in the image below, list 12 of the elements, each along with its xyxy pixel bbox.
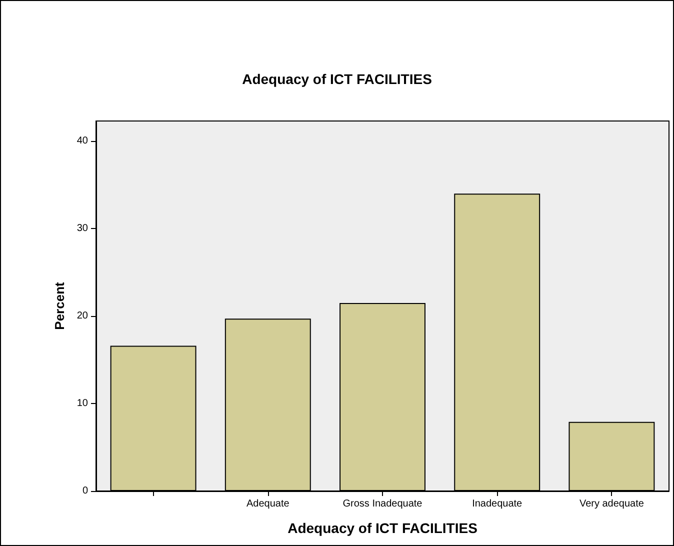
x-tick-label: Very adequate: [579, 498, 644, 510]
y-tick-label: 10: [76, 398, 88, 410]
y-tick-label: 0: [82, 486, 88, 496]
chart-title: Adequacy of ICT FACILITIES: [242, 71, 432, 87]
y-tick-label: 40: [76, 136, 88, 147]
x-tick-label: Gross Inadequate: [342, 498, 423, 510]
y-tick-label: 20: [76, 310, 88, 322]
x-tick-label: Adequate: [246, 498, 290, 510]
y-tick-label: 30: [76, 223, 88, 234]
y-axis-title: Percent: [52, 281, 67, 330]
x-tick-label: Inadequate: [472, 498, 523, 510]
x-axis-title: Adequacy of ICT FACILITIES: [288, 520, 478, 536]
